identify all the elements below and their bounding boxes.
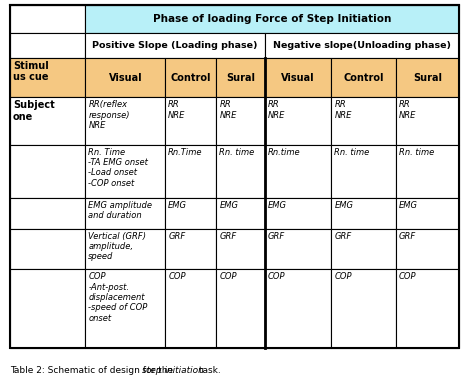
Text: COP: COP (334, 272, 352, 281)
Bar (85, 198, 165, 229)
Text: Rn. Time
-TA EMG onset
-Load onset
-COP onset: Rn. Time -TA EMG onset -Load onset -COP … (88, 147, 148, 188)
Text: Rn. time: Rn. time (219, 147, 255, 157)
Bar (10, 5, 85, 33)
Bar (165, 198, 217, 229)
Bar (10, 229, 85, 269)
Text: Table 2: Schematic of design for the: Table 2: Schematic of design for the (10, 366, 176, 375)
Bar (10, 198, 85, 229)
Text: Phase of loading Force of Step Initiation: Phase of loading Force of Step Initiatio… (153, 14, 391, 24)
Bar (265, 33, 459, 58)
Bar (85, 5, 459, 33)
Text: Control: Control (171, 73, 211, 83)
Bar (10, 145, 85, 198)
Bar (265, 58, 331, 97)
Text: Sural: Sural (226, 73, 255, 83)
Text: COP: COP (399, 272, 417, 281)
Text: Rn. time: Rn. time (399, 147, 434, 157)
Bar (265, 269, 331, 348)
Text: Vertical (GRF)
amplitude,
speed: Vertical (GRF) amplitude, speed (88, 231, 146, 261)
Text: Visual: Visual (281, 73, 315, 83)
Text: Rn.Time: Rn.Time (168, 147, 203, 157)
Bar (85, 33, 265, 58)
Bar (165, 145, 217, 198)
Bar (396, 198, 459, 229)
Bar (265, 145, 331, 198)
Text: EMG: EMG (219, 201, 238, 210)
Text: Stimul
us cue: Stimul us cue (13, 61, 49, 83)
Text: EMG: EMG (334, 201, 353, 210)
Text: Rn.time: Rn.time (268, 147, 301, 157)
Text: RR
NRE: RR NRE (399, 100, 416, 120)
Text: Negative slope(Unloading phase): Negative slope(Unloading phase) (273, 41, 451, 50)
Text: GRF: GRF (168, 231, 185, 241)
Text: Rn. time: Rn. time (334, 147, 370, 157)
Text: EMG: EMG (399, 201, 418, 210)
Bar (165, 58, 217, 97)
Bar (217, 229, 265, 269)
Bar (396, 58, 459, 97)
Text: RR
NRE: RR NRE (219, 100, 237, 120)
Text: COP
-Ant-post.
displacement
-speed of COP
onset: COP -Ant-post. displacement -speed of CO… (88, 272, 147, 323)
Bar (165, 97, 217, 145)
Text: RR
NRE: RR NRE (268, 100, 285, 120)
Bar (165, 229, 217, 269)
Text: Visual: Visual (109, 73, 142, 83)
Bar (265, 229, 331, 269)
Text: RR
NRE: RR NRE (334, 100, 352, 120)
Bar (331, 229, 396, 269)
Bar (331, 269, 396, 348)
Bar (396, 145, 459, 198)
Text: Subject
one: Subject one (13, 100, 55, 122)
Text: Control: Control (344, 73, 384, 83)
Bar (165, 269, 217, 348)
Text: RR
NRE: RR NRE (168, 100, 186, 120)
Bar (217, 145, 265, 198)
Bar (217, 269, 265, 348)
Text: COP: COP (219, 272, 237, 281)
Bar (217, 97, 265, 145)
Bar (396, 97, 459, 145)
Bar (10, 58, 85, 97)
Text: Positive Slope (Loading phase): Positive Slope (Loading phase) (92, 41, 258, 50)
Text: GRF: GRF (219, 231, 237, 241)
Text: COP: COP (168, 272, 186, 281)
Text: Sural: Sural (413, 73, 442, 83)
Bar (217, 198, 265, 229)
Bar (265, 198, 331, 229)
Text: COP: COP (268, 272, 285, 281)
Bar (85, 58, 165, 97)
Bar (85, 145, 165, 198)
Bar (265, 97, 331, 145)
Bar (10, 97, 85, 145)
Bar (85, 97, 165, 145)
Bar (217, 58, 265, 97)
Text: task.: task. (196, 366, 221, 375)
Bar (85, 229, 165, 269)
Bar (396, 269, 459, 348)
Text: GRF: GRF (399, 231, 416, 241)
Text: EMG: EMG (268, 201, 287, 210)
Bar (396, 229, 459, 269)
Bar (331, 97, 396, 145)
Bar (10, 5, 459, 348)
Bar (85, 269, 165, 348)
Text: EMG: EMG (168, 201, 187, 210)
Bar (10, 269, 85, 348)
Text: step initiation: step initiation (142, 366, 204, 375)
Bar (10, 33, 85, 58)
Bar (331, 58, 396, 97)
Bar (331, 198, 396, 229)
Text: GRF: GRF (334, 231, 352, 241)
Text: EMG amplitude
and duration: EMG amplitude and duration (88, 201, 152, 220)
Text: RR(reflex
response)
NRE: RR(reflex response) NRE (88, 100, 130, 130)
Bar (331, 145, 396, 198)
Text: GRF: GRF (268, 231, 285, 241)
